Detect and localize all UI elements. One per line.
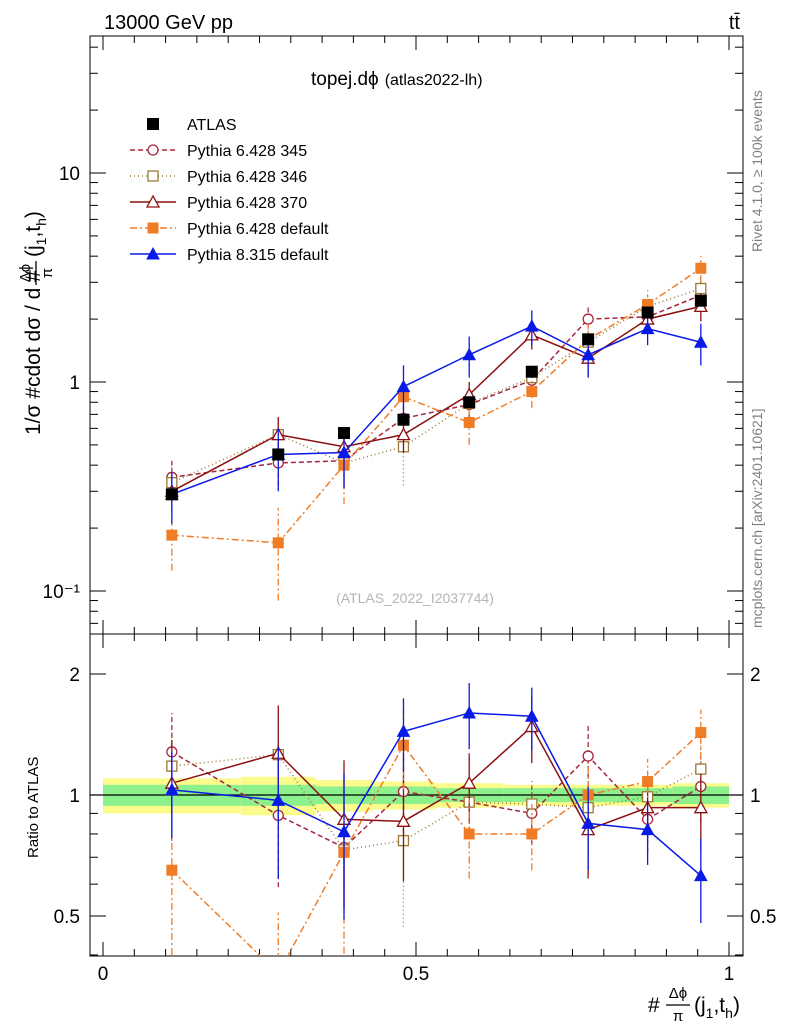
y-tick-label-main: 1 [69, 373, 80, 394]
y-tick-label-main: 10⁻¹ [43, 582, 81, 603]
ratio-point-pythia-8-315-default [165, 782, 179, 796]
svg-text:Δϕ: Δϕ [669, 985, 687, 1002]
atlas-data-point [641, 306, 654, 319]
main-point-pythia-6-428-345 [582, 313, 594, 325]
legend-label-pythia-6-428-370: Pythia 6.428 370 [187, 195, 307, 212]
ratio-point-pythia-8-315-default [337, 824, 351, 838]
y-axis-label-main: 1/σ #cdot dσ / d # Δϕ π (j1,th) [17, 211, 56, 435]
ratio-point-pythia-6-428-default [463, 828, 475, 840]
ratio-point-pythia-6-428-default [642, 776, 654, 788]
ratio-series-layer [164, 682, 708, 978]
svg-text:(j1,th): (j1,th) [22, 211, 49, 257]
main-point-pythia-8-315-default [640, 321, 655, 335]
main-point-pythia-6-428-default [272, 537, 284, 549]
ratio-axis-ticks: 0 0.5 1 0.5 0.5 1 1 2 2 [54, 634, 776, 985]
atlas-data-point [525, 365, 538, 378]
legend-marker-pythia-6-428-346 [147, 170, 159, 182]
y-tick-label-ratio-left: 1 [69, 786, 80, 807]
legend-label-pythia-8-315-default: Pythia 8.315 default [187, 247, 329, 264]
ratio-point-pythia-8-315-default [524, 709, 539, 722]
plot-title: topej.dϕ (atlas2022-lh) [311, 69, 483, 90]
svg-text:#: # [648, 994, 660, 1017]
ratio-point-pythia-8-315-default [396, 724, 411, 737]
ratio-point-pythia-6-428-345 [582, 750, 594, 762]
y-tick-label-ratio-right: 1 [750, 786, 761, 807]
main-point-pythia-6-428-370 [396, 427, 411, 441]
main-series-layer [164, 256, 708, 601]
svg-text:1/σ #cdot dσ / d #: 1/σ #cdot dσ / d # [22, 270, 45, 435]
legend: ATLAS Pythia 6.428 345 Pythia 6.428 346 Pyt… [130, 117, 329, 264]
atlas-data-point [463, 396, 476, 409]
main-point-pythia-8-315-default [524, 319, 539, 332]
ratio-point-pythia-6-428-346 [695, 763, 707, 775]
atlas-data-point [338, 427, 351, 440]
ratio-point-pythia-6-428-370 [693, 800, 708, 814]
y-axis-label-ratio: Ratio to ATLAS [25, 757, 42, 858]
ratio-line-pythia-6-428-default [171, 732, 702, 956]
ratio-point-pythia-8-315-default [693, 868, 708, 882]
main-point-pythia-8-315-default [693, 335, 708, 348]
main-axis-ticks: 10⁻¹ 1 10 [43, 36, 743, 634]
svg-text:Δϕ: Δϕ [17, 264, 34, 282]
legend-marker-pythia-8-315-default [146, 246, 160, 260]
y-tick-label-ratio-left: 0.5 [54, 907, 80, 928]
ratio-point-pythia-8-315-default [462, 705, 477, 719]
ratio-point-pythia-6-428-370 [396, 813, 411, 827]
atlas-data-point [694, 294, 707, 307]
ratio-point-pythia-6-428-370 [462, 775, 477, 789]
atlas-data-point [397, 413, 410, 426]
ratio-point-pythia-6-428-default [526, 828, 538, 840]
ratio-point-pythia-8-315-default [640, 822, 655, 836]
rivet-version-label: Rivet 4.1.0, ≥ 100k events [749, 90, 765, 252]
header-process: tt̄ [729, 12, 741, 34]
y-tick-label-ratio-right: 0.5 [750, 907, 776, 928]
main-point-pythia-8-315-default [337, 445, 351, 458]
ratio-point-pythia-6-428-default [695, 727, 707, 739]
header-energy: 13000 GeV pp [104, 12, 233, 34]
ratio-point-pythia-8-315-default [271, 793, 286, 806]
legend-marker-atlas [147, 118, 159, 130]
main-point-pythia-8-315-default [396, 379, 411, 393]
atlas-data-point [272, 448, 285, 461]
ratio-panel: 0 0.5 1 0.5 0.5 1 1 2 2 Ratio to ATLAS [25, 633, 776, 985]
main-line-pythia-6-428-default [171, 267, 702, 544]
main-point-pythia-6-428-346 [695, 282, 707, 295]
x-tick-label: 1 [724, 964, 735, 985]
svg-text:(j1,th): (j1,th) [694, 994, 740, 1021]
main-panel: 10⁻¹ 1 10 topej.dϕ (atlas2022-lh) (ATLAS_20… [17, 35, 744, 635]
x-tick-label: 0.5 [403, 964, 429, 985]
mcplots-source-label: mcplots.cern.ch [arXiv:2401.10621] [749, 409, 765, 628]
y-tick-label-main: 10 [59, 164, 80, 185]
main-point-pythia-8-315-default [581, 347, 595, 361]
svg-text:π: π [39, 268, 56, 278]
main-point-pythia-6-428-default [166, 529, 178, 541]
legend-marker-pythia-6-428-345 [147, 144, 159, 156]
main-point-pythia-6-428-default [695, 262, 707, 274]
atlas-data-point [582, 333, 595, 346]
main-line-pythia-6-428-345 [171, 294, 702, 479]
legend-label-atlas: ATLAS [187, 117, 237, 134]
x-tick-label: 0 [98, 964, 109, 985]
ratio-point-pythia-8-315-default [581, 816, 595, 829]
y-tick-label-ratio-left: 2 [69, 665, 80, 686]
legend-marker-pythia-6-428-default [147, 222, 159, 234]
legend-label-pythia-6-428-default: Pythia 6.428 default [187, 221, 329, 238]
ratio-point-pythia-6-428-default [273, 968, 283, 978]
x-axis-label: # Δϕ π (j1,th) [648, 985, 740, 1024]
atlas-data-point [165, 488, 178, 501]
main-point-pythia-8-315-default [462, 347, 477, 361]
ratio-point-pythia-6-428-default [166, 864, 178, 876]
legend-label-pythia-6-428-346: Pythia 6.428 346 [187, 169, 307, 186]
y-tick-label-ratio-right: 2 [750, 665, 761, 686]
svg-text:π: π [673, 1008, 683, 1024]
main-point-pythia-6-428-default [526, 386, 538, 398]
main-point-pythia-6-428-default [463, 417, 475, 429]
analysis-watermark: (ATLAS_2022_I2037744) [336, 590, 494, 606]
main-line-pythia-6-428-370 [171, 305, 702, 492]
legend-label-pythia-6-428-345: Pythia 6.428 345 [187, 143, 307, 160]
legend-marker-pythia-6-428-370 [145, 194, 161, 208]
